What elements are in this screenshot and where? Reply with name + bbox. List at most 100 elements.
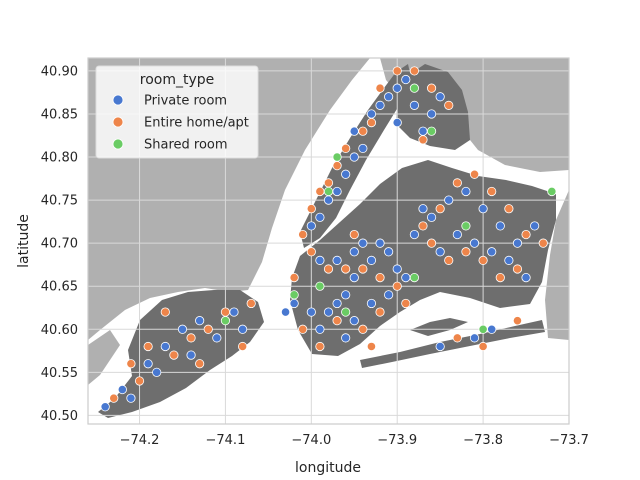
map-jamaica-bay-islands [410, 318, 468, 336]
point-shared-room [341, 307, 351, 317]
point-private-room [461, 186, 471, 197]
legend-marker-entire-home-apt [112, 116, 124, 128]
point-private-room [487, 247, 497, 257]
x-tick-label: −73.9 [377, 433, 417, 448]
point-shared-room [409, 83, 419, 93]
point-private-room [306, 221, 316, 231]
map-queens-brooklyn [290, 160, 556, 356]
point-private-room [349, 316, 359, 326]
point-entire-home-apt [426, 83, 437, 93]
point-entire-home-apt [220, 307, 231, 317]
point-entire-home-apt [306, 204, 316, 214]
point-shared-room [323, 186, 334, 197]
point-shared-room [220, 316, 231, 326]
point-entire-home-apt [504, 204, 514, 214]
point-entire-home-apt [349, 229, 359, 240]
point-shared-room [426, 126, 437, 136]
point-entire-home-apt [358, 264, 368, 274]
y-axis-ticks: 40.50 40.55 40.60 40.65 40.70 40.75 40.80 40.85… [41, 64, 78, 423]
point-entire-home-apt [366, 117, 377, 128]
point-private-room [478, 204, 488, 214]
point-entire-home-apt [418, 221, 428, 231]
y-tick-label: 40.85 [41, 107, 78, 122]
point-entire-home-apt [392, 66, 402, 76]
point-private-room [358, 143, 368, 154]
point-entire-home-apt [452, 333, 462, 343]
point-private-room [289, 298, 299, 309]
point-private-room [186, 350, 196, 360]
legend-label-entire-home-apt: Entire home/apt [144, 116, 249, 131]
point-private-room [315, 212, 325, 222]
point-private-room [143, 359, 153, 369]
point-private-room [384, 247, 394, 257]
point-private-room [384, 290, 394, 300]
y-tick-label: 40.75 [41, 194, 78, 209]
point-shared-room [289, 290, 299, 300]
point-private-room [487, 324, 497, 334]
point-entire-home-apt [341, 264, 351, 274]
point-private-room [392, 264, 402, 274]
point-private-room [332, 298, 342, 309]
point-private-room [469, 333, 480, 343]
point-private-room [401, 272, 411, 283]
point-private-room [212, 333, 222, 343]
legend-marker-shared-room [112, 138, 124, 150]
point-private-room [280, 307, 291, 317]
point-entire-home-apt [298, 324, 308, 334]
point-entire-home-apt [246, 298, 256, 309]
point-entire-home-apt [444, 100, 454, 110]
x-tick-label: −73.8 [463, 433, 503, 448]
point-private-room [341, 290, 351, 300]
point-entire-home-apt [323, 178, 334, 188]
point-private-room [452, 229, 462, 240]
point-entire-home-apt [521, 229, 531, 240]
point-private-room [409, 229, 419, 240]
point-entire-home-apt [160, 307, 170, 317]
point-entire-home-apt [452, 178, 462, 188]
point-private-room [315, 324, 325, 334]
point-private-room [349, 126, 359, 136]
point-entire-home-apt [375, 272, 385, 283]
point-entire-home-apt [238, 341, 248, 352]
point-entire-home-apt [306, 247, 316, 257]
point-shared-room [547, 186, 557, 197]
y-tick-label: 40.60 [41, 323, 78, 338]
point-entire-home-apt [375, 83, 385, 93]
legend-box [95, 65, 259, 159]
point-private-room [418, 126, 428, 136]
point-entire-home-apt [358, 126, 368, 136]
point-entire-home-apt [495, 272, 505, 283]
point-private-room [238, 324, 248, 334]
point-private-room [530, 221, 540, 231]
point-shared-room [461, 221, 471, 231]
point-private-room [349, 152, 359, 162]
point-entire-home-apt [203, 324, 213, 334]
point-private-room [315, 255, 325, 265]
point-private-room [426, 212, 437, 222]
map-nj-south [88, 330, 120, 385]
point-private-room [401, 74, 411, 85]
point-entire-home-apt [469, 169, 480, 179]
legend-title: room_type [140, 72, 215, 88]
y-tick-label: 40.65 [41, 280, 78, 295]
x-tick-label: −74.1 [206, 433, 246, 448]
point-shared-room [478, 324, 488, 334]
point-private-room [375, 100, 385, 110]
point-entire-home-apt [126, 359, 136, 369]
point-private-room [341, 169, 351, 179]
point-private-room [323, 307, 334, 317]
point-entire-home-apt [341, 143, 351, 154]
point-private-room [341, 333, 351, 343]
point-entire-home-apt [332, 161, 342, 171]
point-private-room [366, 298, 377, 309]
point-entire-home-apt [418, 135, 428, 145]
point-private-room [426, 109, 437, 119]
point-private-room [435, 92, 445, 102]
point-entire-home-apt [444, 255, 454, 265]
point-private-room [323, 195, 334, 205]
y-tick-label: 40.90 [41, 64, 78, 79]
point-entire-home-apt [478, 341, 488, 352]
point-private-room [435, 341, 445, 352]
x-axis-ticks: −74.2 −74.1 −74.0 −73.9 −73.8 −73.7 [120, 433, 589, 448]
